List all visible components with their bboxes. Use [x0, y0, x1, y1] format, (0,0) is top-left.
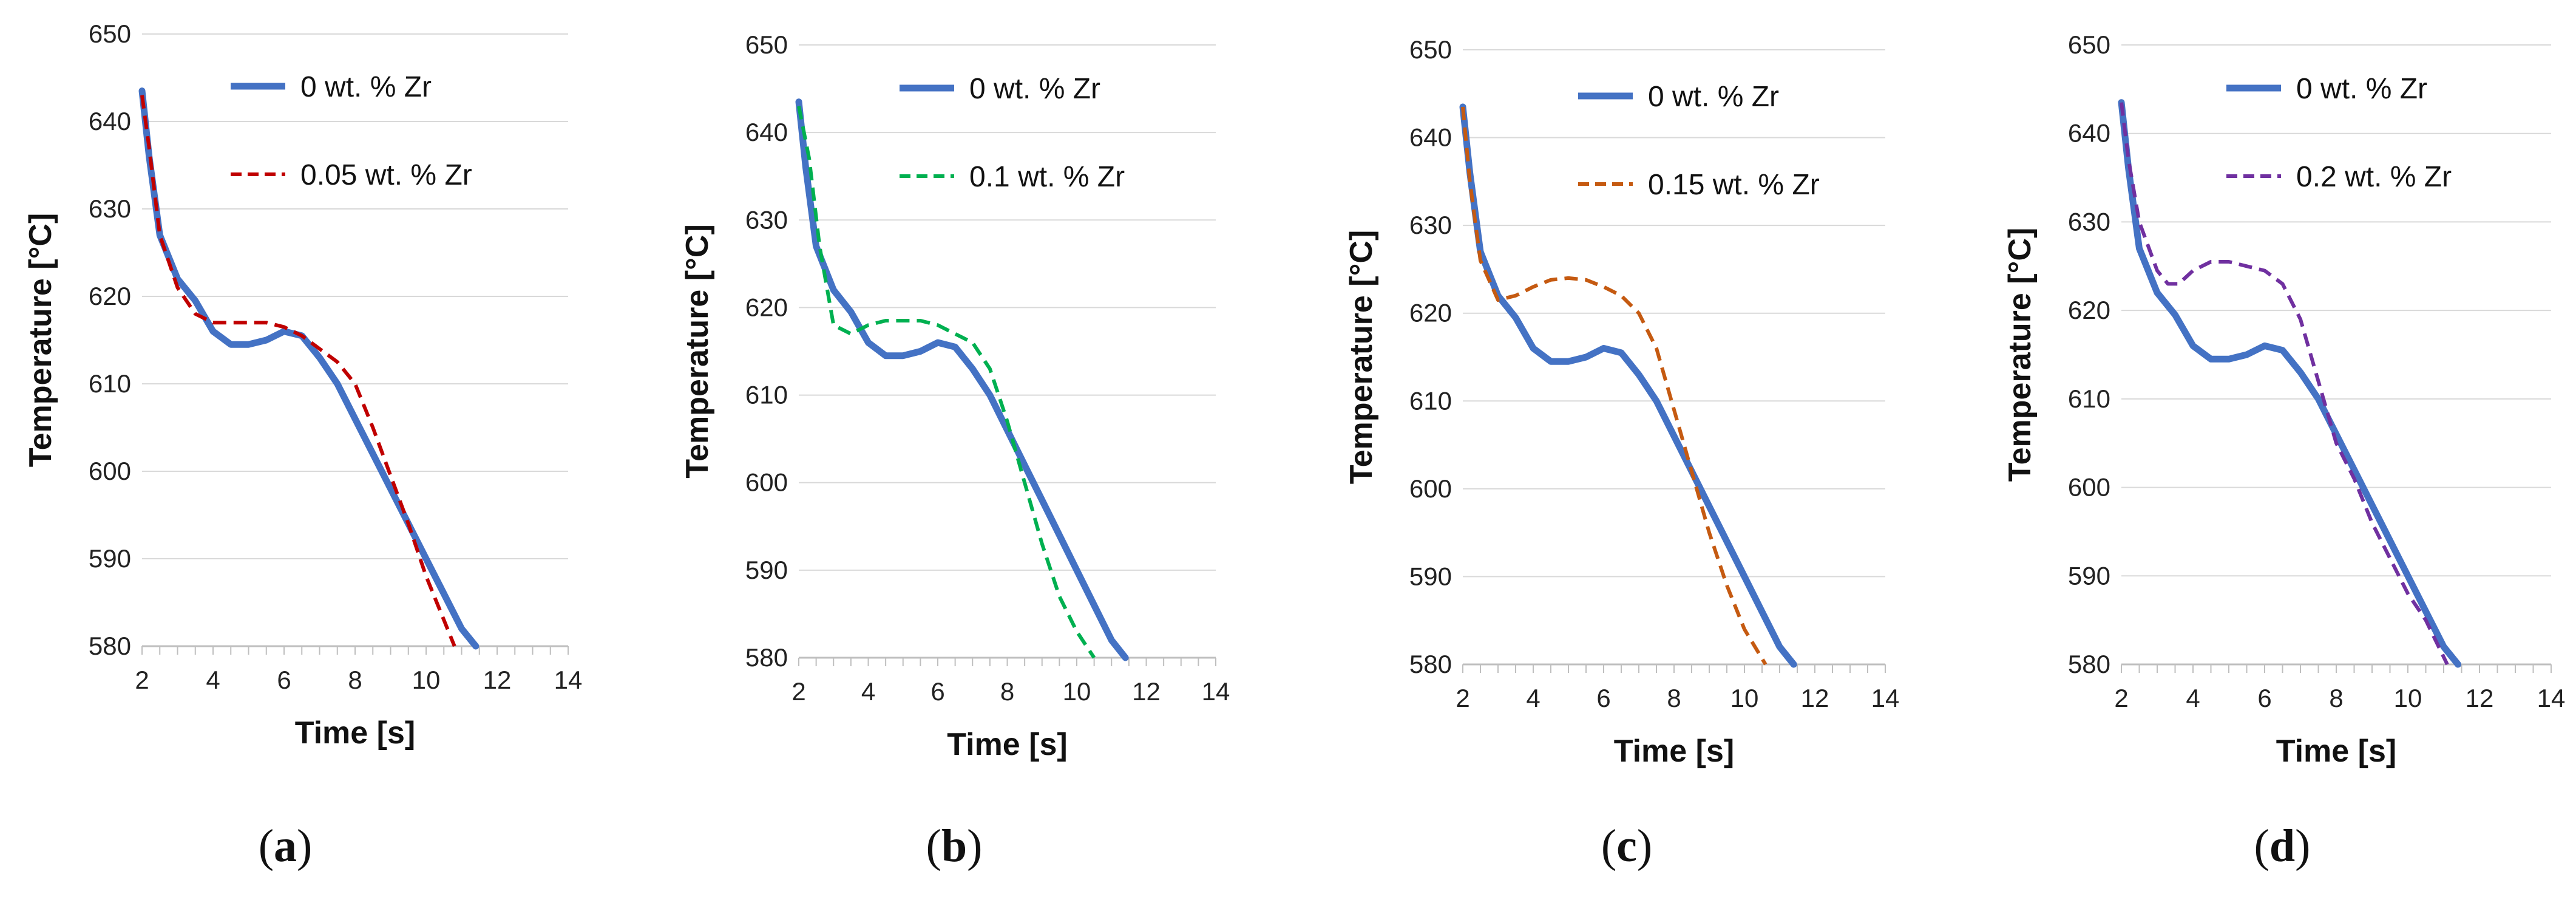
legend-entry: 0 wt. % Zr [969, 73, 1100, 105]
x-tick-label: 12 [2466, 684, 2494, 712]
x-tick-label: 10 [1730, 684, 1759, 712]
y-tick-label: 640 [2068, 119, 2110, 148]
series-line-zr-addition [797, 106, 1096, 659]
y-tick-label: 630 [1409, 211, 1452, 239]
y-axis-label: Temperature [°C] [2002, 228, 2038, 482]
x-tick-label: 4 [206, 666, 220, 694]
x-axis-label: Time [s] [295, 715, 415, 751]
y-tick-label: 650 [2068, 30, 2110, 59]
y-tick-label: 590 [2068, 561, 2110, 590]
y-tick-label: 620 [1409, 299, 1452, 327]
x-tick-label: 4 [861, 677, 875, 706]
y-tick-label: 630 [2068, 207, 2110, 236]
y-tick-label: 600 [2068, 473, 2110, 502]
y-tick-label: 620 [2068, 296, 2110, 324]
x-tick-label: 12 [483, 666, 512, 694]
x-tick-label: 14 [2537, 684, 2566, 712]
x-tick-label: 8 [1000, 677, 1014, 706]
x-tick-label: 6 [277, 666, 291, 694]
y-tick-label: 650 [745, 30, 788, 59]
series-line-baseline [795, 98, 1129, 661]
x-tick-label: 14 [1202, 677, 1230, 706]
y-tick-label: 650 [1409, 35, 1452, 64]
x-tick-label: 10 [412, 666, 441, 694]
y-tick-label: 630 [745, 205, 788, 234]
x-tick-label: 8 [1667, 684, 1681, 712]
y-tick-label: 640 [1409, 123, 1452, 152]
x-tick-label: 6 [1596, 684, 1610, 712]
y-axis-label: Temperature [°C] [1344, 230, 1379, 485]
legend-entry: 0 wt. % Zr [1648, 81, 1779, 113]
y-tick-label: 640 [89, 107, 131, 135]
series-line-zr-addition [2120, 102, 2449, 666]
y-tick-label: 600 [1409, 474, 1452, 503]
y-tick-label: 600 [745, 468, 788, 497]
x-tick-label: 6 [930, 677, 944, 706]
panel-caption: (d) [2254, 820, 2311, 871]
y-tick-label: 590 [89, 544, 131, 573]
y-tick-label: 620 [745, 293, 788, 321]
panel-caption: (b) [926, 820, 983, 871]
y-tick-label: 630 [89, 194, 131, 223]
x-tick-label: 6 [2257, 684, 2271, 712]
x-tick-label: 2 [2114, 684, 2128, 712]
x-axis-label: Time [s] [2276, 734, 2396, 769]
y-tick-label: 640 [745, 118, 788, 146]
x-tick-label: 2 [791, 677, 805, 706]
y-tick-label: 610 [745, 381, 788, 409]
x-tick-label: 2 [1456, 684, 1469, 712]
x-tick-label: 12 [1132, 677, 1161, 706]
series-line-zr-addition [1461, 106, 1768, 666]
chart-panel-1: 580 590 600 610 620 630 640 650 2 4 6 8 10 12 14 Time [… [23, 19, 582, 871]
y-tick-label: 580 [2068, 650, 2110, 678]
y-tick-label: 580 [89, 632, 131, 660]
y-tick-label: 610 [1409, 386, 1452, 415]
x-tick-label: 8 [2329, 684, 2343, 712]
y-tick-label: 650 [89, 19, 131, 48]
y-tick-label: 600 [89, 457, 131, 485]
y-tick-label: 620 [89, 282, 131, 310]
legend-entry: 0.2 wt. % Zr [2296, 161, 2452, 193]
series-line-baseline [2118, 99, 2462, 668]
x-tick-label: 14 [1871, 684, 1900, 712]
x-tick-label: 8 [348, 666, 362, 694]
y-tick-label: 590 [1409, 562, 1452, 590]
x-tick-label: 14 [554, 666, 583, 694]
chart-panel-2: 580 590 600 610 620 630 640 650 2 4 6 8 10 12 14 Time [… [680, 30, 1230, 871]
y-tick-label: 580 [1409, 650, 1452, 678]
x-tick-label: 2 [135, 666, 149, 694]
legend-entry: 0 wt. % Zr [2296, 73, 2427, 105]
y-axis-label: Temperature [°C] [680, 224, 715, 479]
series-line-baseline [1459, 103, 1797, 668]
legend-entry: 0.1 wt. % Zr [969, 161, 1125, 193]
chart-panel-4: 580 590 600 610 620 630 640 650 2 4 6 8 10 12 14 Time [… [2002, 30, 2565, 871]
x-tick-label: 4 [1526, 684, 1540, 712]
y-tick-label: 580 [745, 643, 788, 672]
y-tick-label: 610 [2068, 384, 2110, 413]
x-tick-label: 4 [2186, 684, 2200, 712]
panel-caption: (a) [259, 820, 313, 871]
legend-entry: 0.15 wt. % Zr [1648, 169, 1820, 201]
x-tick-label: 10 [1063, 677, 1091, 706]
y-tick-label: 610 [89, 369, 131, 398]
y-axis-label: Temperature [°C] [23, 213, 58, 468]
x-axis-label: Time [s] [1614, 734, 1734, 769]
x-tick-label: 10 [2394, 684, 2422, 712]
legend-entry: 0.05 wt. % Zr [300, 159, 472, 191]
chart-panel-3: 580 590 600 610 620 630 640 650 2 4 6 8 10 12 14 Time [… [1344, 35, 1899, 871]
panel-caption: (c) [1601, 820, 1652, 871]
x-axis-label: Time [s] [947, 727, 1067, 762]
y-tick-label: 590 [745, 556, 788, 584]
legend-entry: 0 wt. % Zr [300, 71, 432, 103]
x-tick-label: 12 [1801, 684, 1829, 712]
